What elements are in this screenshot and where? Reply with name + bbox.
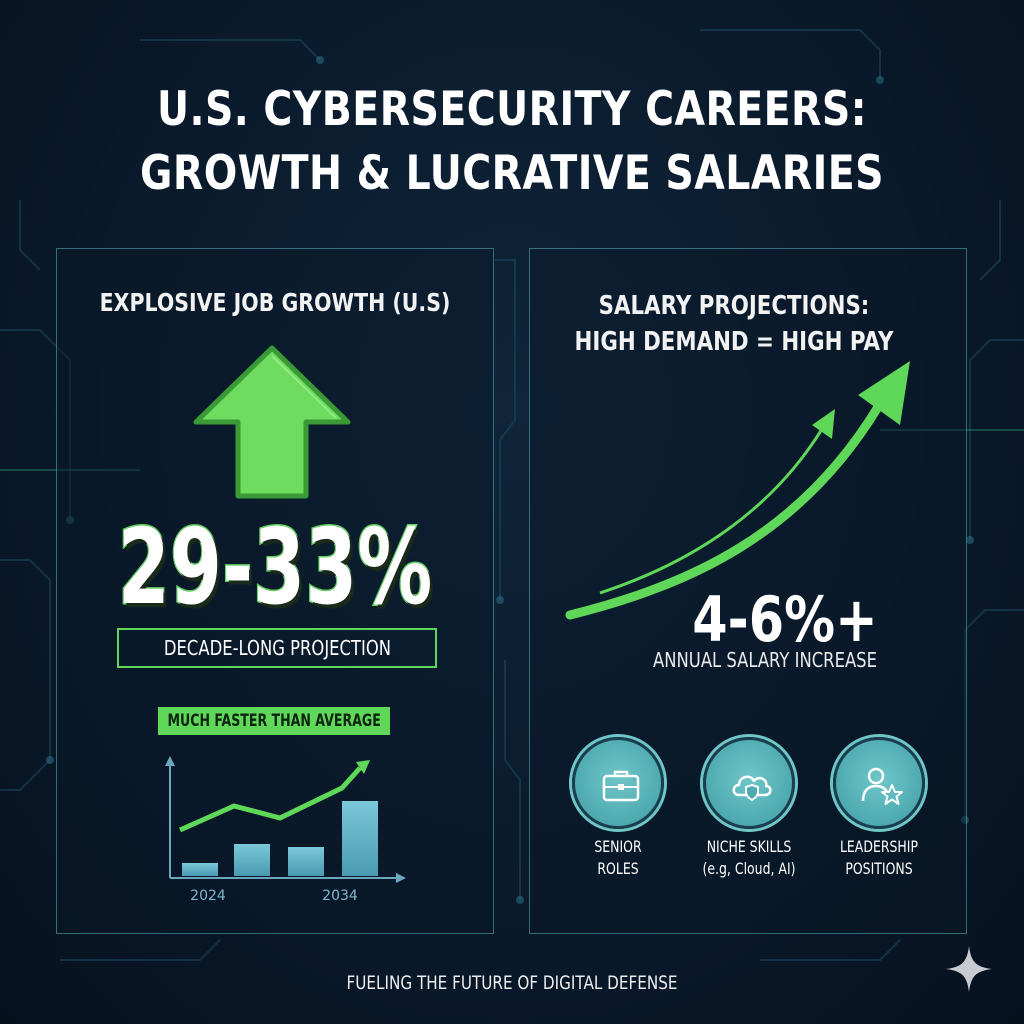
cloud-shield-icon — [732, 775, 772, 802]
title-line-1: U.S. CYBERSECURITY CAREERS: — [157, 82, 867, 137]
niche-skills-badge — [703, 737, 795, 829]
growth-bar-4 — [342, 801, 378, 876]
leadership-badge — [833, 737, 925, 829]
niche-skills-label: NICHE SKILLS (e.g, Cloud, AI) — [702, 837, 796, 878]
sparkle-icon — [946, 946, 992, 992]
growth-bar-1 — [182, 863, 218, 876]
projection-label: DECADE-LONG PROJECTION — [117, 628, 437, 668]
senior-roles-label: SENIOR ROLES — [594, 837, 642, 878]
person-star-icon — [861, 767, 903, 805]
title-line-2: GROWTH & LUCRATIVE SALARIES — [140, 146, 884, 201]
growth-bar-3 — [288, 847, 324, 876]
salary-heading: SALARY PROJECTIONS: HIGH DEMAND = HIGH P… — [574, 291, 894, 357]
salary-increase-percent: 4-6%+ — [692, 583, 878, 656]
y-axis-arrowhead — [165, 756, 175, 766]
trend-arrowhead — [356, 760, 370, 774]
trend-line — [178, 766, 362, 833]
x-label-2034: 2034 — [322, 888, 358, 904]
salary-increase-caption: ANNUAL SALARY INCREASE — [653, 648, 877, 672]
growth-bar-chart: 2024 2034 — [165, 756, 406, 904]
senior-roles-badge — [572, 737, 664, 829]
leadership-label: LEADERSHIP POSITIONS — [839, 837, 919, 878]
up-arrow-icon — [193, 345, 351, 499]
job-growth-heading: EXPLOSIVE JOB GROWTH (U.S) — [99, 288, 451, 317]
growth-bar-2 — [234, 844, 270, 876]
footer-tagline: FUELING THE FUTURE OF DIGITAL DEFENSE — [346, 972, 678, 994]
faster-than-average-badge: MUCH FASTER THAN AVERAGE — [158, 707, 390, 735]
rising-curve-arrow-icon — [565, 361, 910, 620]
page-title: U.S. CYBERSECURITY CAREERS: GROWTH & LUC… — [82, 78, 942, 206]
x-axis-arrowhead — [396, 873, 406, 883]
job-growth-percent: 29-33% — [117, 506, 434, 628]
briefcase-icon — [602, 770, 640, 802]
x-label-2024: 2024 — [190, 888, 226, 904]
